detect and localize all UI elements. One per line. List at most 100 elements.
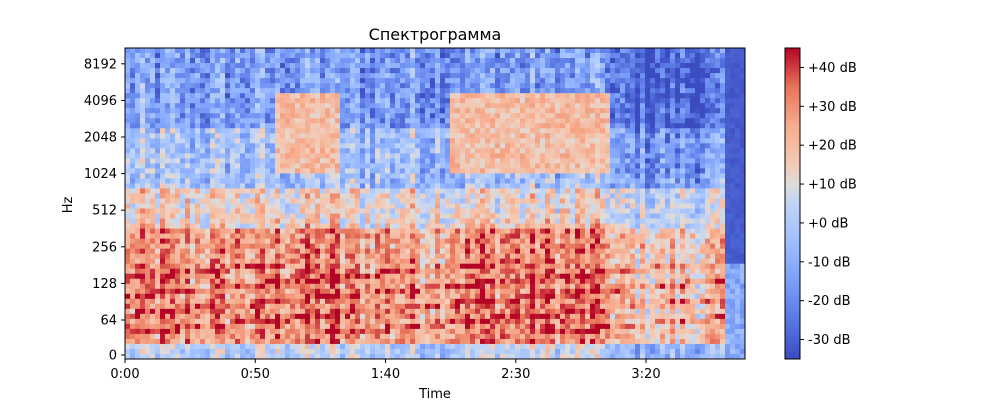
heat-cell: [230, 353, 236, 359]
heat-cell: [325, 118, 331, 124]
heat-cell: [480, 153, 486, 159]
heat-cell: [320, 88, 326, 94]
heat-cell: [260, 218, 266, 225]
heat-cell: [175, 288, 181, 295]
heat-cell: [180, 278, 186, 285]
heat-cell: [255, 183, 261, 190]
heat-cell: [515, 183, 521, 190]
heat-cell: [435, 103, 441, 109]
heat-cell: [165, 293, 171, 300]
heat-cell: [305, 103, 311, 109]
heat-cell: [150, 323, 156, 330]
heat-cell: [185, 78, 191, 84]
heat-cell: [520, 48, 526, 54]
heat-cell: [345, 313, 351, 320]
heat-cell: [510, 198, 516, 205]
heat-cell: [270, 128, 276, 134]
heat-cell: [265, 293, 271, 300]
heat-cell: [320, 148, 326, 154]
heat-cell: [300, 243, 306, 250]
heat-cell: [350, 253, 356, 260]
heat-cell: [275, 248, 281, 255]
heat-cell: [195, 198, 201, 205]
heat-cell: [500, 348, 506, 355]
heat-cell: [390, 318, 396, 325]
heat-cell: [305, 293, 311, 300]
heat-cell: [165, 233, 171, 240]
heat-cell: [165, 153, 171, 159]
heat-cell: [255, 128, 261, 134]
heat-cell: [395, 313, 401, 320]
heat-cell: [520, 288, 526, 295]
heat-cell: [280, 288, 286, 295]
heat-cell: [380, 143, 386, 149]
heat-cell: [205, 283, 211, 290]
heat-cell: [190, 263, 196, 270]
heat-cell: [390, 313, 396, 320]
heat-cell: [185, 83, 191, 89]
heat-cell: [190, 118, 196, 124]
heat-cell: [380, 163, 386, 169]
heat-cell: [415, 248, 421, 255]
heat-cell: [140, 338, 146, 345]
heat-cell: [190, 283, 196, 290]
heat-cell: [220, 133, 226, 139]
heat-cell: [230, 313, 236, 320]
heat-cell: [520, 313, 526, 320]
heat-cell: [525, 88, 531, 94]
heat-cell: [160, 308, 166, 315]
heat-cell: [350, 58, 356, 64]
heat-cell: [225, 58, 231, 64]
heat-cell: [485, 48, 491, 54]
heat-cell: [370, 298, 376, 305]
heat-cell: [245, 238, 251, 245]
heat-cell: [365, 228, 371, 235]
heat-cell: [210, 163, 216, 169]
heat-cell: [395, 218, 401, 225]
heat-cell: [130, 113, 136, 119]
heat-cell: [270, 158, 276, 164]
heat-cell: [150, 218, 156, 225]
heat-cell: [290, 63, 296, 69]
heat-cell: [245, 248, 251, 255]
heat-cell: [360, 203, 366, 210]
heat-cell: [340, 48, 346, 54]
heat-cell: [430, 208, 436, 215]
heat-cell: [410, 128, 416, 134]
heat-cell: [395, 208, 401, 215]
heat-cell: [445, 88, 451, 94]
heat-cell: [155, 153, 161, 159]
heat-cell: [415, 283, 421, 290]
heat-cell: [160, 173, 166, 180]
heat-cell: [335, 333, 341, 340]
heat-cell: [255, 153, 261, 159]
heat-cell: [490, 138, 496, 144]
heat-cell: [370, 193, 376, 200]
heat-cell: [515, 158, 521, 164]
heat-cell: [240, 328, 246, 335]
heat-cell: [410, 58, 416, 64]
heat-cell: [505, 158, 511, 164]
heat-cell: [305, 328, 311, 335]
heat-cell: [520, 223, 526, 230]
heat-cell: [420, 88, 426, 94]
heat-cell: [515, 298, 521, 305]
heat-cell: [465, 293, 471, 300]
heat-cell: [280, 68, 286, 74]
heat-cell: [350, 333, 356, 340]
heat-cell: [495, 58, 501, 64]
heat-cell: [390, 303, 396, 310]
heat-cell: [340, 338, 346, 345]
heat-cell: [435, 153, 441, 159]
heat-cell: [320, 353, 326, 359]
heat-cell: [385, 203, 391, 210]
heat-cell: [400, 103, 406, 109]
heat-cell: [270, 313, 276, 320]
heat-cell: [375, 253, 381, 260]
heat-cell: [165, 78, 171, 84]
heat-cell: [350, 293, 356, 300]
heat-cell: [490, 228, 496, 235]
heat-cell: [430, 253, 436, 260]
heat-cell: [285, 113, 291, 119]
heat-cell: [510, 353, 516, 359]
